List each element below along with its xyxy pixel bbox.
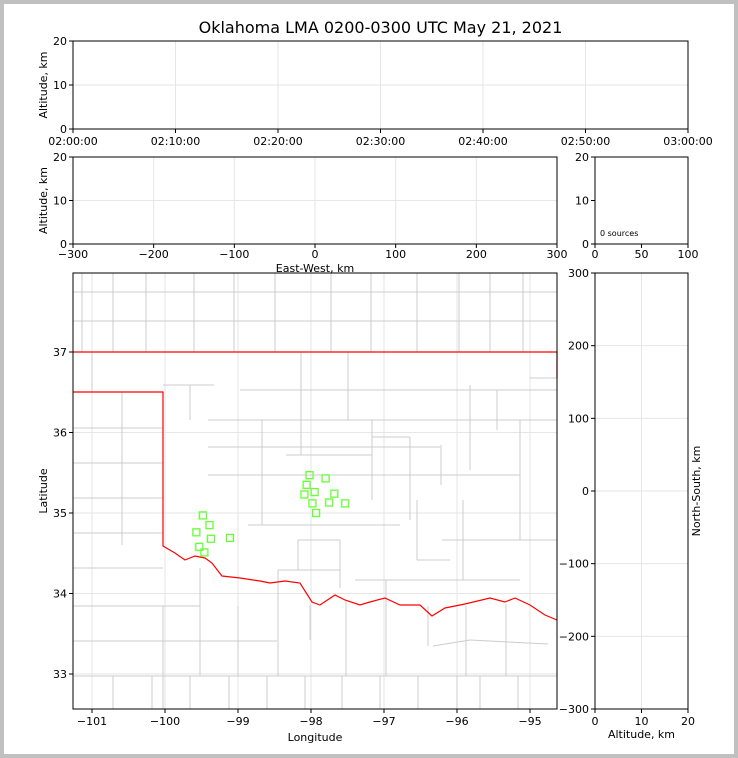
histogram-xtick-label: 50 <box>635 248 649 261</box>
ew-alt-ytick-label: 20 <box>53 151 67 164</box>
plan-view-xtick-label: −95 <box>518 715 541 728</box>
source-count-label: 0 sources <box>600 229 638 238</box>
histogram-ytick-label: 10 <box>575 195 589 208</box>
plan-view-ytick-label: 35 <box>53 507 67 520</box>
histogram-frame <box>594 156 689 245</box>
alt-ns-xtick-label: 0 <box>592 715 599 728</box>
histogram-xtick-label: 100 <box>678 248 699 261</box>
ew-alt-ylabel: Altitude, km <box>37 167 50 234</box>
histogram-bg <box>595 157 688 244</box>
alt-ns-xtick-label: 20 <box>681 715 695 728</box>
ew-alt-ytick-label: 10 <box>53 195 67 208</box>
alt-ns-ytick-label: 300 <box>568 267 589 280</box>
lightning-source-marker <box>205 520 214 530</box>
lightning-source-marker <box>311 508 321 518</box>
plan-view-ytick-label: 33 <box>53 668 67 681</box>
lightning-source-marker <box>302 480 311 489</box>
county-line <box>469 639 549 645</box>
histogram-xtick-label: 0 <box>592 248 599 261</box>
ew-alt-frame <box>72 156 558 245</box>
lightning-source-marker <box>341 499 350 508</box>
plan-view-xtick-label: −100 <box>150 715 180 728</box>
plan-view-ytick-label: 34 <box>53 588 67 601</box>
ew-alt-xtick-label: −200 <box>139 248 169 261</box>
lightning-source-marker <box>206 534 216 543</box>
alt-ns-frame <box>594 272 689 710</box>
ew-alt-xtick-label: −300 <box>58 248 88 261</box>
plan-view-ytick-label: 36 <box>53 427 67 440</box>
time-height-xtick-label: 02:40:00 <box>458 135 507 148</box>
time-height-xtick-label: 02:10:00 <box>151 135 200 148</box>
ew-alt-xtick-label: 300 <box>547 248 568 261</box>
plan-view-xtick-label: −98 <box>299 715 322 728</box>
time-height-xtick-label: 02:50:00 <box>561 135 610 148</box>
time-height-ytick-label: 10 <box>53 79 67 92</box>
lightning-source-marker <box>200 548 209 557</box>
time-height-xtick-label: 02:20:00 <box>253 135 302 148</box>
ew-alt-xtick-label: −100 <box>219 248 249 261</box>
alt-ns-ytick-label: 100 <box>568 412 589 425</box>
lightning-source-marker <box>308 499 317 508</box>
alt-ns-ytick-label: 200 <box>568 340 589 353</box>
lightning-source-marker <box>192 528 201 537</box>
histogram-ytick-label: 0 <box>582 238 589 251</box>
plan-view-ylabel: Latitude <box>37 468 50 514</box>
alt-ns-xtick-label: 10 <box>635 715 649 728</box>
plan-view-ytick-label: 37 <box>53 346 67 359</box>
plan-view-xtick-label: −99 <box>226 715 249 728</box>
lightning-source-marker <box>305 471 314 480</box>
lightning-source-marker <box>195 542 204 551</box>
ew-alt-xtick-label: 200 <box>466 248 487 261</box>
chart-title: Oklahoma LMA 0200-0300 UTC May 21, 2021 <box>199 18 563 37</box>
ew-alt-xtick-label: 0 <box>312 248 319 261</box>
time-height-ytick-label: 20 <box>53 35 67 48</box>
time-height-ytick-label: 0 <box>60 123 67 136</box>
lightning-source-marker <box>330 489 339 498</box>
lightning-source-marker <box>198 511 208 520</box>
alt-ns-ytick-label: 0 <box>582 485 589 498</box>
figure-canvas: 02:00:00 02:10:00 02:20:00 02:30:00 02:40:00… <box>37 18 713 744</box>
state-border-south <box>73 391 558 621</box>
lightning-source-marker <box>310 487 319 497</box>
alt-ns-ytick-label: −100 <box>559 558 589 571</box>
time-height-ylabel: Altitude, km <box>37 51 50 118</box>
plan-view-xtick-label: −101 <box>77 715 107 728</box>
county-line <box>432 639 471 647</box>
plan-view-bg <box>73 273 557 709</box>
alt-ns-ylabel: North-South, km <box>690 446 703 537</box>
lightning-source-marker <box>325 498 334 507</box>
time-height-frame <box>72 40 689 130</box>
lightning-source-marker <box>321 474 330 483</box>
time-height-xtick-label: 02:30:00 <box>356 135 405 148</box>
histogram-ytick-label: 20 <box>575 151 589 164</box>
ew-alt-xtick-label: 100 <box>385 248 406 261</box>
lma-figure: 02:00:00 02:10:00 02:20:00 02:30:00 02:40:00… <box>4 4 734 754</box>
plan-view-xtick-label: −96 <box>445 715 468 728</box>
alt-ns-ytick-label: −200 <box>559 630 589 643</box>
alt-ns-ytick-label: −300 <box>559 703 589 716</box>
ew-alt-xlabel: East-West, km <box>276 262 354 275</box>
time-height-xtick-label: 03:00:00 <box>663 135 712 148</box>
plan-view-xlabel: Longitude <box>288 731 343 744</box>
plan-view-xtick-label: −97 <box>372 715 395 728</box>
time-height-xtick-label: 02:00:00 <box>48 135 97 148</box>
lightning-source-marker <box>225 533 235 543</box>
ew-alt-ytick-label: 0 <box>60 238 67 251</box>
alt-ns-xlabel: Altitude, km <box>608 728 675 741</box>
lightning-source-marker <box>300 490 309 499</box>
plan-view-frame <box>72 272 558 710</box>
